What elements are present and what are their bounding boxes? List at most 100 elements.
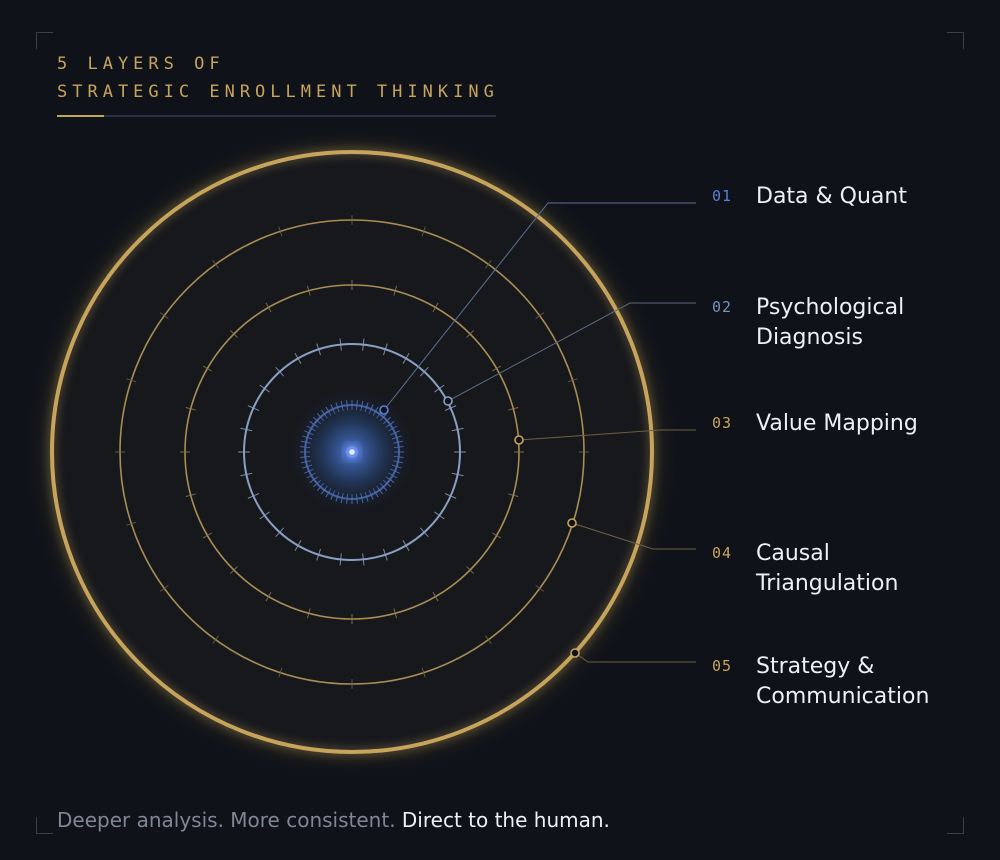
ring-3-tick [393,285,397,296]
ring-3-tick [508,493,519,497]
frame-corner-top-right [947,32,964,49]
layer-label-02: 02 Psychological Diagnosis [712,293,946,353]
ring-4-tick [212,635,219,645]
ring-2-tick [275,527,285,538]
ring-2-tick [294,540,302,551]
ring-2-tick [294,353,302,364]
connector-02-line [447,302,696,402]
ring-3-tick [492,532,502,539]
frame-corner-bottom-right [947,817,964,834]
title-line-2: STRATEGIC ENROLLMENT THINKING [57,82,499,102]
connector-01-line [383,202,696,411]
layer-number-02: 02 [712,298,733,316]
ring-2-tick [434,511,445,520]
ring-4-tick [421,667,426,678]
ring-2-tick [451,427,464,432]
connector-05-marker [570,648,580,658]
ring-2-tick [383,343,388,356]
ring-3-tick [307,285,311,296]
ring-4-tick [485,635,492,645]
ring-2-tick [259,384,270,393]
ring-3-tick [185,493,196,497]
frame-corner-bottom-left [36,817,53,834]
ring-2-tick [362,553,365,566]
footer-muted-text: Deeper analysis. More consistent. [57,808,396,832]
diagram-title: 5 LAYERS OF STRATEGIC ENROLLMENT THINKIN… [57,50,499,106]
ring-2-tick [419,527,429,538]
ring-2-tick [240,472,253,477]
ring-3-tick [466,330,474,338]
connector-03-marker [514,435,524,445]
ring-3-tick [466,566,474,574]
layer-number-04: 04 [712,544,733,562]
ring-2-tick [247,493,260,499]
title-underline [57,115,496,117]
ring-4-tick [535,585,545,592]
connector-04-line [571,522,696,550]
ring-2-tick [316,548,321,561]
ring-3-tick [230,566,238,574]
ring-3-tick [432,592,439,602]
ring-2-tick [339,338,342,351]
connector-05-line [574,652,696,663]
ring-4-tick [278,226,283,237]
ring-2-tick [402,353,410,364]
title-line-1: 5 LAYERS OF [57,54,225,74]
ring-4-tick [485,259,492,269]
layer-title-01: Data & Quant [756,184,907,209]
title-underline-accent [57,115,104,117]
footer-tagline: Deeper analysis. More consistent. Direct… [57,808,610,832]
ring-2-tick [259,511,270,520]
ring-3-tick [202,532,212,539]
layer-label-04: 04 Causal Triangulation [712,539,946,599]
ring-2-tick [451,472,464,477]
footer-bright-text: Direct to the human. [401,808,610,832]
ring-2-tick [339,553,342,566]
layer-label-03: 03 Value Mapping [712,409,996,439]
ring-3-tick [202,365,212,372]
ring-3-tick [265,302,272,312]
ring-2-tick [434,384,445,393]
layer-number-03: 03 [712,414,733,432]
ring-3-tick [265,592,272,602]
ring-3-tick [508,407,519,411]
ring-4-tick [212,259,219,269]
ring-3-tick [432,302,439,312]
ring-3-tick [393,608,397,619]
ring-3-tick [185,407,196,411]
frame-corner-top-left [36,32,53,49]
layer-label-05: 05 Strategy & Communication [712,652,956,712]
ring-4-tick [126,378,137,383]
ring-2-tick [240,427,253,432]
layer-title-02: Psychological Diagnosis [756,295,905,350]
ring-2-tick [444,493,457,499]
ring-4-tick [421,226,426,237]
ring-2-tick [444,405,457,411]
ring-2-tick [383,548,388,561]
ring-2-tick [247,405,260,411]
ring-3-tick [230,330,238,338]
ring-4-tick [535,312,545,319]
ring-4-tick [278,667,283,678]
layer-title-04: Causal Triangulation [756,541,899,596]
ring-5 [50,150,654,754]
layer-title-05: Strategy & Communication [756,654,930,709]
connector-04-marker [567,518,577,528]
ring-2-tick [275,366,285,377]
ring-4-tick [126,521,137,526]
center-dot-core [349,449,355,455]
ring-2-tick [419,366,429,377]
layer-number-05: 05 [712,657,733,675]
ring-2-tick [402,540,410,551]
ring-4-tick [567,378,578,383]
ring-4-tick [159,312,169,319]
ring-2-tick [316,343,321,356]
ring-3-tick [492,365,502,372]
ring-2-tick [362,338,365,351]
layer-title-03: Value Mapping [756,411,918,436]
connector-02-marker [443,396,453,406]
connector-03-line [518,429,696,441]
ring-3-tick [307,608,311,619]
ring-4-tick [159,585,169,592]
